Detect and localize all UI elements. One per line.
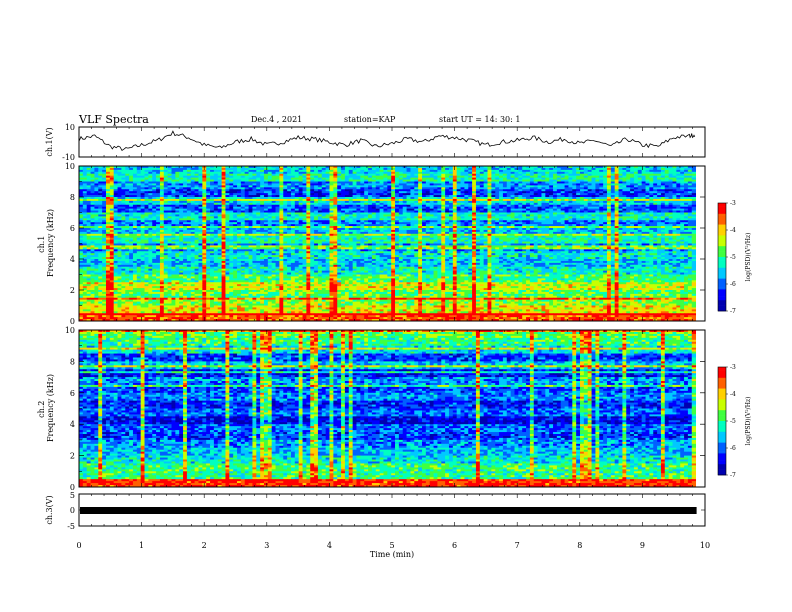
ch1-waveform-line — [79, 131, 695, 150]
station-label: station=KAP — [344, 115, 396, 124]
date-label: Dec.4 , 2021 — [251, 115, 302, 124]
ch1-waveform-panel: 10 -10 ch.1(V) — [45, 123, 705, 162]
figure-title: VLF Spectra — [78, 113, 149, 126]
start-time-label: start UT = 14: 30: 1 — [439, 115, 520, 124]
ch1-ylabel: ch.1(V) — [45, 127, 54, 156]
ch1-ytick-top: 10 — [65, 123, 75, 132]
ch1-spectrogram-image — [79, 166, 705, 321]
ch1-ytick-bottom: -10 — [62, 153, 75, 162]
